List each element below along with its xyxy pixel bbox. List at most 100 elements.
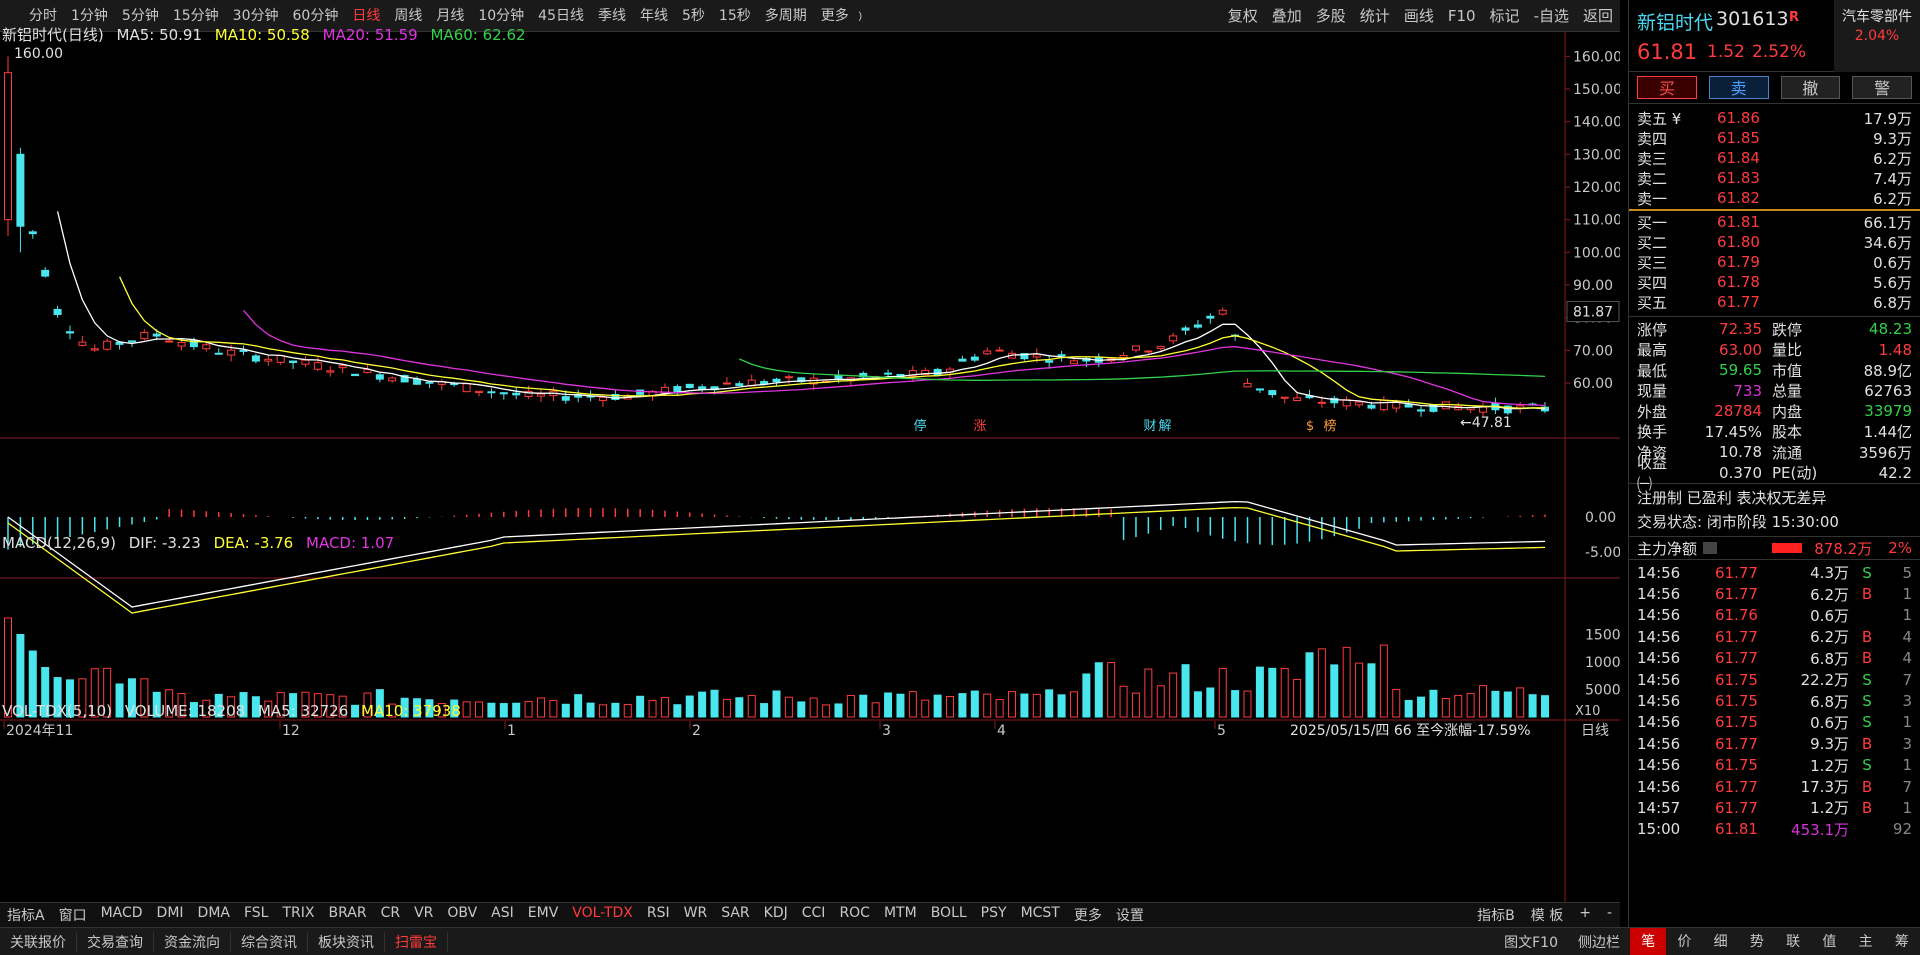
chart-tool-button[interactable]: 返回	[1582, 6, 1613, 25]
asks-level[interactable]: 卖五 ¥ 61.86 17.9万	[1629, 108, 1920, 128]
indicator-tab[interactable]: 窗口	[58, 908, 87, 924]
indicator-right-button[interactable]: 指标B	[1477, 908, 1515, 924]
indicator-tab[interactable]: ASI	[491, 905, 514, 921]
period-tab[interactable]: 10分钟	[478, 7, 525, 24]
indicator-right-button[interactable]: +	[1579, 905, 1591, 921]
period-tab[interactable]: 60分钟	[292, 7, 339, 24]
candle-body	[1069, 360, 1078, 365]
indicator-tab[interactable]: 指标A	[7, 908, 45, 924]
kline-chart-area[interactable]: 160.00 150.00 140.00 130.00 120.00 110.00 100.…	[0, 26, 1620, 902]
quote-tab[interactable]: 价	[1677, 933, 1692, 950]
price-change-pct: 2.52%	[1752, 42, 1807, 62]
period-tab[interactable]: 30分钟	[232, 7, 279, 24]
asks-level[interactable]: 卖三 61.84 6.2万	[1629, 148, 1920, 168]
indicator-tab[interactable]: RSI	[646, 905, 670, 921]
chart-title: 新铝时代(日线)	[2, 26, 104, 44]
indicator-tab[interactable]: 更多	[1073, 908, 1102, 924]
indicator-tab[interactable]: KDJ	[763, 905, 788, 921]
period-tab[interactable]: 月线	[436, 7, 465, 24]
status-item[interactable]: 交易查询	[77, 931, 154, 952]
quote-tab[interactable]: 笔	[1630, 927, 1667, 955]
period-tab[interactable]: 更多 ﹚	[820, 7, 868, 24]
indicator-tab[interactable]: DMI	[156, 905, 184, 921]
period-tab[interactable]: 分时	[29, 7, 57, 24]
period-tab[interactable]: 多周期	[764, 7, 807, 24]
indicator-tab[interactable]: 设置	[1115, 908, 1144, 924]
y-tick-label: 140.00	[1573, 115, 1620, 131]
status-item[interactable]: 综合资讯	[231, 931, 308, 952]
period-tab[interactable]: 1分钟	[71, 7, 108, 24]
indicator-tab[interactable]: VR	[414, 905, 434, 921]
chart-tool-button[interactable]: 复权	[1227, 6, 1258, 25]
bids-level[interactable]: 买一 61.81 66.1万	[1629, 212, 1920, 232]
main-flow-row[interactable]: 主力净额 878.2万 2%	[1629, 536, 1920, 560]
indicator-tab[interactable]: OBV	[447, 905, 478, 921]
sector-box[interactable]: 汽车零部件 2.04%	[1834, 0, 1920, 72]
period-tab[interactable]: 15秒	[718, 7, 751, 24]
chart-tool-button[interactable]: 叠加	[1271, 6, 1302, 25]
indicator-tab[interactable]: CCI	[801, 905, 826, 921]
period-tab[interactable]: 45日线	[538, 7, 584, 24]
buy-button[interactable]: 买	[1637, 76, 1697, 99]
indicator-tab[interactable]: MTM	[883, 905, 917, 921]
indicator-tab[interactable]: MACD	[100, 905, 143, 921]
kline-chart-svg[interactable]: 160.00150.00140.00130.00120.00110.00100.…	[0, 32, 1620, 902]
indicator-tab[interactable]: EMV	[527, 905, 559, 921]
quote-tab[interactable]: 细	[1713, 933, 1728, 950]
chart-tool-button[interactable]: 多股	[1315, 6, 1346, 25]
indicator-tab[interactable]: PSY	[980, 905, 1007, 921]
period-tab[interactable]: 季线	[597, 7, 626, 24]
tick-list[interactable]: 14:56 61.77 4.3万 S 5 14:56 61.77 6.2万 B 1 14:56 61.…	[1629, 560, 1920, 840]
status-right-button[interactable]: 图文F10	[1504, 934, 1558, 951]
period-tab[interactable]: 周线	[394, 7, 423, 24]
indicator-tab[interactable]: SAR	[721, 905, 750, 921]
quote-tab[interactable]: 值	[1822, 933, 1837, 950]
status-item[interactable]: 扫雷宝	[385, 931, 448, 952]
asks-level[interactable]: 卖一 61.82 6.2万	[1629, 188, 1920, 208]
asks-level[interactable]: 卖二 61.83 7.4万	[1629, 168, 1920, 188]
period-tab[interactable]: 15分钟	[172, 7, 219, 24]
bids-level[interactable]: 买五 61.77 6.8万	[1629, 292, 1920, 312]
indicator-tab[interactable]: BRAR	[328, 905, 367, 921]
quote-tab[interactable]: 筹	[1894, 933, 1909, 950]
period-tab[interactable]: 年线	[639, 7, 668, 24]
indicator-tab[interactable]: DMA	[197, 905, 230, 921]
indicator-tab[interactable]: ROC	[839, 905, 870, 921]
indicator-tab[interactable]: VOL-TDX	[572, 905, 633, 921]
quote-tab[interactable]: 主	[1858, 933, 1873, 950]
quote-tab[interactable]: 势	[1749, 933, 1764, 950]
event-marker: 财	[1143, 419, 1156, 434]
status-right-button[interactable]: 侧边栏	[1578, 934, 1620, 951]
indicator-right-button[interactable]: 模 板	[1530, 908, 1564, 924]
quote-tab[interactable]: 联	[1786, 933, 1801, 950]
chart-tool-button[interactable]: 画线	[1403, 6, 1434, 25]
indicator-tab[interactable]: CR	[380, 905, 401, 921]
bids-level[interactable]: 买四 61.78 5.6万	[1629, 272, 1920, 292]
chart-tool-button[interactable]: F10	[1447, 6, 1476, 25]
chart-tool-button[interactable]: 统计	[1359, 6, 1390, 25]
stock-name[interactable]: 新铝时代	[1637, 12, 1714, 34]
period-tab[interactable]: 5分钟	[121, 7, 159, 24]
bids-level[interactable]: 买三 61.79 0.6万	[1629, 252, 1920, 272]
volume-bar	[1330, 664, 1339, 718]
flow-toggle-icon[interactable]	[1703, 542, 1718, 554]
alert-button[interactable]: 警	[1852, 76, 1912, 99]
period-tab[interactable]: 5秒	[681, 7, 705, 24]
indicator-tab[interactable]: TRIX	[282, 905, 315, 921]
indicator-tab[interactable]: WR	[683, 905, 708, 921]
status-item[interactable]: 关联报价	[0, 931, 77, 952]
indicator-tab[interactable]: FSL	[243, 905, 269, 921]
vol-ma10: MA10: 37938	[361, 702, 461, 720]
indicator-right-button[interactable]: -	[1606, 905, 1612, 921]
period-tab[interactable]: 日线	[352, 7, 381, 24]
cancel-order-button[interactable]: 撤	[1780, 76, 1841, 99]
sell-button[interactable]: 卖	[1708, 76, 1769, 99]
status-item[interactable]: 板块资讯	[308, 931, 385, 952]
status-item[interactable]: 资金流向	[154, 931, 231, 952]
asks-level[interactable]: 卖四 61.85 9.3万	[1629, 128, 1920, 148]
chart-tool-button[interactable]: 标记	[1489, 6, 1520, 25]
indicator-tab[interactable]: MCST	[1020, 905, 1060, 921]
bids-level[interactable]: 买二 61.80 34.6万	[1629, 232, 1920, 252]
indicator-tab[interactable]: BOLL	[930, 905, 967, 921]
chart-tool-button[interactable]: -自选	[1533, 6, 1569, 25]
